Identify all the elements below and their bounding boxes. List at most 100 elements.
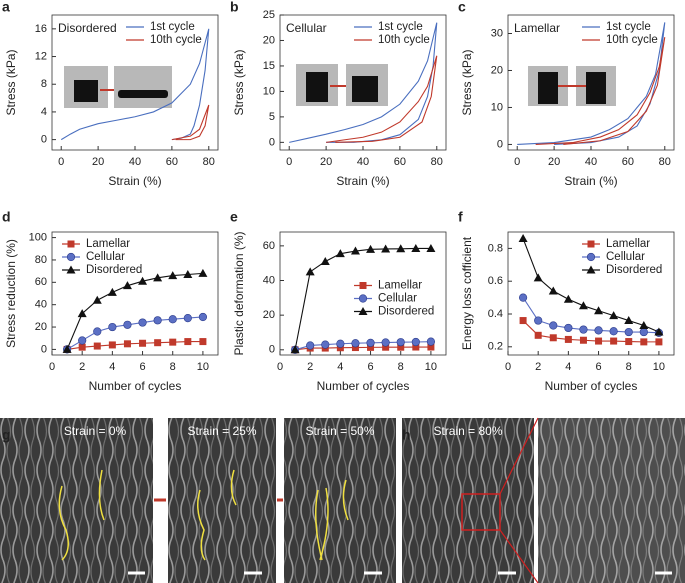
marker — [153, 273, 163, 282]
marker — [305, 267, 315, 276]
x-tick-label: 80 — [431, 156, 443, 168]
marker — [624, 316, 634, 325]
x-tick-label: 60 — [394, 156, 406, 168]
y-axis-label: Plastic deformation (%) — [232, 231, 246, 355]
y-tick-label: 0 — [269, 136, 275, 148]
marker — [93, 342, 101, 350]
series-line — [289, 22, 438, 143]
panel-label: b — [230, 0, 239, 15]
panel-label: e — [230, 209, 238, 225]
x-tick-label: 0 — [286, 156, 292, 168]
legend-marker — [359, 282, 367, 289]
legend-marker — [66, 265, 76, 274]
zoom-line — [499, 417, 539, 583]
marker — [306, 341, 315, 350]
legend-label: 1st cycle — [378, 21, 423, 33]
zoom-box — [461, 493, 501, 531]
x-axis-label: Strain (%) — [108, 174, 161, 188]
legend-label: Cellular — [378, 293, 417, 305]
marker — [640, 338, 648, 346]
x-tick-label: 20 — [320, 156, 332, 168]
x-tick-label: 60 — [622, 156, 634, 168]
marker — [351, 344, 359, 352]
series-line — [326, 55, 438, 143]
chart-title: Lamellar — [514, 21, 560, 35]
y-tick-label: 5 — [269, 111, 275, 123]
legend-label: 10th cycle — [378, 34, 430, 46]
x-tick-label: 6 — [595, 361, 601, 373]
marker — [123, 340, 131, 348]
marker — [427, 343, 435, 351]
marker — [92, 295, 102, 304]
series-line — [517, 22, 666, 146]
x-axis-label: Number of cycles — [545, 379, 638, 393]
legend-label: Cellular — [606, 251, 645, 263]
x-axis-label: Strain (%) — [564, 174, 617, 188]
marker — [139, 339, 147, 347]
y-axis-label: Stress reduction (%) — [4, 239, 18, 348]
sample — [306, 72, 328, 102]
y-tick-label: 15 — [263, 60, 275, 72]
marker — [198, 268, 208, 277]
legend-label: 1st cycle — [150, 21, 195, 33]
legend-label: Lamellar — [86, 238, 130, 250]
series-line — [294, 341, 431, 351]
marker — [609, 311, 619, 320]
plot-frame — [51, 231, 219, 356]
y-tick-label: 40 — [35, 299, 47, 311]
legend-marker — [587, 240, 595, 248]
y-tick-label: 25 — [263, 9, 275, 21]
x-tick-label: 2 — [535, 361, 541, 373]
y-tick-label: 4 — [41, 106, 47, 118]
x-tick-label: 60 — [166, 156, 178, 168]
marker — [639, 320, 649, 329]
legend-label: 10th cycle — [606, 34, 658, 46]
marker — [533, 273, 543, 282]
marker — [62, 344, 72, 353]
x-tick-label: 10 — [653, 361, 665, 373]
x-tick-label: 40 — [585, 156, 597, 168]
x-tick-label: 80 — [203, 156, 215, 168]
caption: Strain = 50% — [305, 424, 374, 438]
x-tick-label: 40 — [129, 156, 141, 168]
marker — [595, 337, 603, 345]
legend-marker — [66, 252, 76, 262]
y-tick-label: 8 — [41, 78, 47, 90]
x-tick-label: 4 — [565, 361, 571, 373]
y-tick-label: 16 — [35, 23, 47, 35]
x-tick-label: 0 — [277, 361, 283, 373]
micrograph — [402, 418, 534, 583]
panel-label: c — [458, 0, 466, 15]
legend-label: 10th cycle — [150, 34, 202, 46]
marker — [426, 243, 436, 252]
x-tick-label: 8 — [170, 361, 176, 373]
x-tick-label: 80 — [659, 156, 671, 168]
legend-marker — [67, 240, 75, 248]
plot-frame — [507, 231, 675, 356]
marker — [654, 327, 664, 336]
y-axis-label: Energy loss cofficient — [460, 236, 474, 350]
marker — [320, 256, 330, 265]
chart-title: Cellular — [286, 21, 327, 35]
x-tick-label: 2 — [307, 361, 313, 373]
series-line — [294, 247, 431, 350]
x-tick-label: 8 — [398, 361, 404, 373]
y-tick-label: 20 — [263, 309, 275, 321]
sample — [586, 72, 606, 104]
marker — [609, 327, 618, 336]
marker — [169, 338, 177, 346]
x-tick-label: 6 — [367, 361, 373, 373]
x-tick-label: 40 — [357, 156, 369, 168]
marker — [412, 343, 420, 351]
marker — [396, 338, 405, 347]
series-line — [522, 238, 660, 333]
marker — [518, 234, 528, 243]
x-axis-label: Strain (%) — [336, 174, 389, 188]
micrograph — [168, 418, 276, 583]
x-tick-label: 2 — [79, 361, 85, 373]
micrograph — [0, 418, 153, 583]
series-line — [66, 316, 203, 350]
insets — [64, 64, 616, 108]
legend-label: 1st cycle — [606, 21, 651, 33]
marker — [367, 343, 375, 351]
